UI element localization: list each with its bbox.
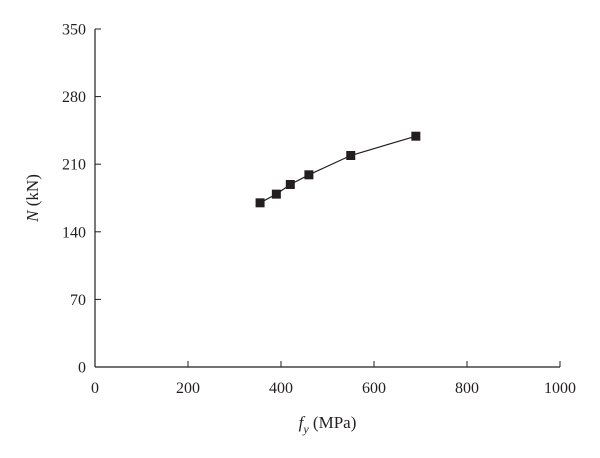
y-axis-symbol: N	[23, 209, 42, 223]
data-point-marker	[271, 189, 281, 199]
x-tick-label: 1000	[544, 380, 576, 397]
x-axis-symbol: f	[299, 413, 306, 432]
y-tick-label: 0	[78, 360, 86, 377]
y-axis-unit: (kN)	[23, 174, 42, 210]
x-tick-label: 600	[362, 380, 386, 397]
x-tick-label: 200	[176, 380, 200, 397]
data-point-marker	[285, 179, 295, 189]
y-tick-label: 280	[62, 89, 86, 106]
x-tick-label: 800	[455, 380, 479, 397]
x-ticks: 0 200 400 600 800 1000	[91, 361, 576, 397]
x-axis: 0 200 400 600 800 1000	[91, 361, 576, 397]
y-tick-label: 350	[62, 22, 86, 39]
y-ticks: 0 70 140 210 280 350	[62, 22, 101, 377]
plot-series	[255, 131, 421, 208]
x-axis-subscript: y	[302, 422, 309, 436]
y-axis: 0 70 140 210 280 350	[62, 22, 101, 377]
data-point-marker	[346, 151, 356, 161]
y-tick-label: 140	[62, 224, 86, 241]
x-tick-label: 0	[91, 380, 99, 397]
y-axis-title: N (kN)	[23, 174, 42, 223]
data-point-marker	[304, 170, 314, 180]
x-axis-title: fy (MPa)	[299, 413, 357, 436]
x-axis-unit: (MPa)	[309, 413, 357, 432]
data-point-marker	[411, 131, 421, 141]
data-point-marker	[255, 198, 265, 208]
series-line	[259, 135, 417, 204]
x-tick-label: 400	[269, 380, 293, 397]
y-tick-label: 210	[62, 157, 86, 174]
y-tick-label: 70	[70, 292, 86, 309]
